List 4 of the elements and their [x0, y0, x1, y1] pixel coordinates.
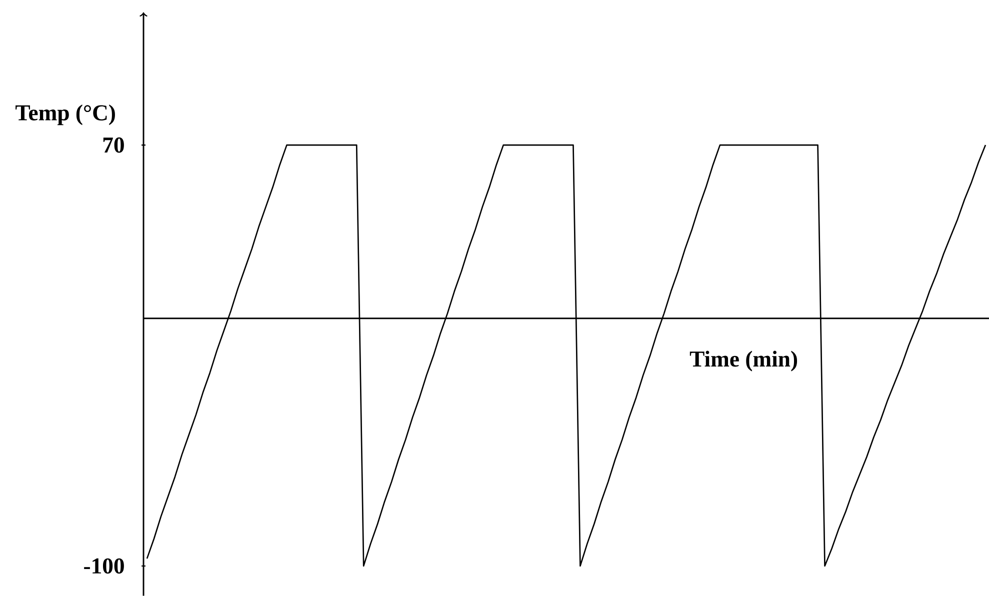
y-tick-label: -100	[84, 558, 124, 574]
y-tick-label: 70	[103, 137, 124, 153]
y-axis-title: Temp (°C)	[16, 104, 115, 126]
x-axis-title: Time (min)	[690, 350, 798, 372]
